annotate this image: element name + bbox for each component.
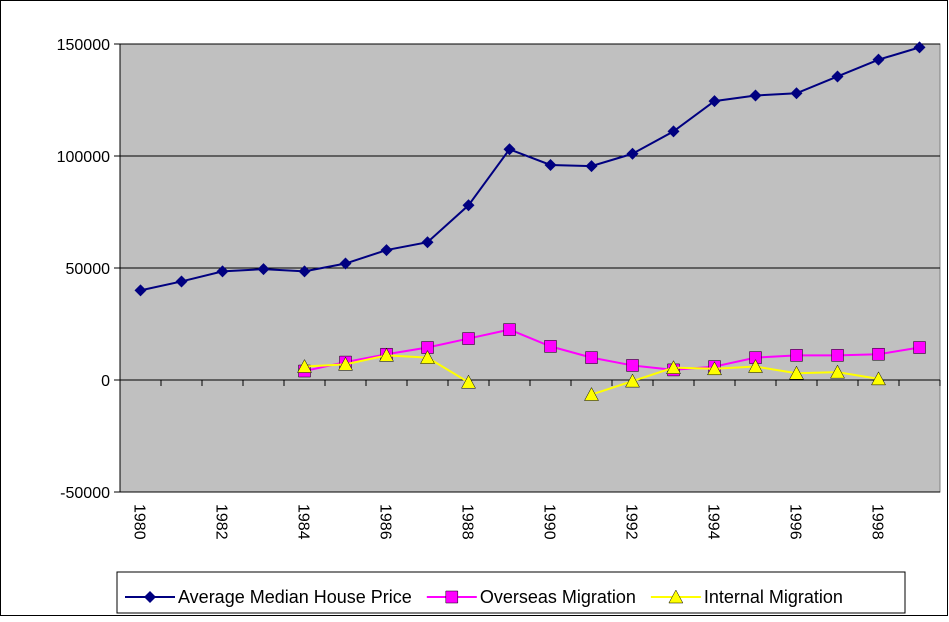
marker (298, 265, 311, 278)
marker (749, 89, 762, 102)
marker (872, 347, 885, 361)
x-tick-label: 1990 (541, 504, 558, 540)
marker (585, 160, 598, 173)
legend-label: Internal Migration (704, 587, 843, 607)
marker (503, 323, 516, 336)
y-tick-label: 100000 (57, 149, 110, 166)
marker (584, 387, 599, 401)
marker (216, 265, 229, 278)
marker (790, 87, 803, 100)
marker (544, 158, 557, 171)
legend-label: Overseas Migration (480, 587, 636, 607)
marker (379, 347, 394, 362)
marker (707, 361, 722, 376)
marker (445, 590, 459, 604)
marker (421, 341, 434, 354)
marker (297, 359, 312, 373)
x-tick-label: 1980 (131, 504, 148, 540)
marker (830, 364, 845, 379)
x-tick-label: 1992 (623, 504, 640, 540)
marker (339, 257, 352, 270)
marker (134, 284, 147, 297)
marker (461, 374, 476, 389)
x-tick-label: 1998 (869, 504, 886, 540)
marker (872, 53, 885, 66)
x-tick-label: 1986 (377, 504, 394, 540)
marker (544, 340, 557, 353)
marker (585, 351, 598, 364)
marker (831, 349, 844, 362)
marker (748, 359, 763, 373)
marker (625, 373, 640, 388)
marker (789, 365, 804, 380)
marker (913, 41, 926, 54)
x-tick-label: 1988 (459, 504, 476, 540)
y-tick-label: 150000 (57, 37, 110, 54)
marker (831, 70, 844, 83)
marker (338, 356, 353, 371)
marker (871, 371, 886, 386)
series-line (140, 46, 920, 292)
marker (257, 263, 270, 276)
marker (668, 589, 684, 604)
y-tick-label: 50000 (66, 261, 111, 278)
marker (503, 143, 516, 156)
marker (175, 275, 188, 288)
marker (462, 332, 475, 345)
x-tick-label: 1996 (787, 504, 804, 540)
legend-box (116, 571, 906, 614)
x-tick-label: 1982 (213, 504, 230, 540)
marker (667, 125, 680, 138)
y-tick-label: -50000 (60, 485, 110, 502)
x-tick-label: 1994 (705, 504, 722, 540)
marker (420, 350, 435, 364)
marker (749, 351, 762, 364)
marker (462, 199, 475, 212)
legend-label: Average Median House Price (178, 587, 412, 607)
marker (666, 360, 681, 374)
x-tick-label: 1984 (295, 504, 312, 540)
marker (380, 244, 393, 257)
marker (144, 591, 156, 603)
y-tick-label: 0 (101, 373, 110, 390)
legend: Average Median House Price Overseas Migra… (116, 571, 906, 614)
marker (708, 95, 721, 108)
marker (421, 236, 434, 249)
marker (790, 349, 803, 362)
series-line (304, 328, 920, 373)
marker (913, 341, 926, 354)
marker (626, 359, 639, 372)
marker (626, 147, 639, 160)
